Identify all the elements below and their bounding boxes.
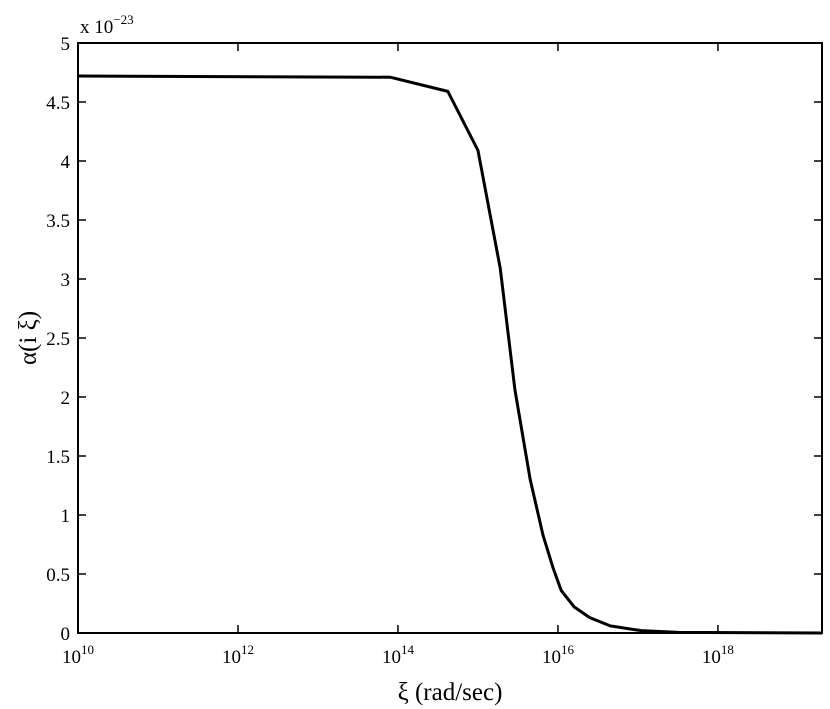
plot-frame: [77, 42, 823, 634]
y-tick-label: 0.5: [46, 565, 70, 586]
x-tick-label: 1010: [62, 642, 94, 668]
x-tick-label: 1018: [702, 642, 734, 668]
x-tick-label: 1014: [382, 642, 415, 668]
y-axis-label: α(i ξ): [15, 311, 42, 365]
y-tick-label: 2: [61, 388, 71, 409]
y-tick-label: 0: [61, 624, 71, 645]
x-axis-label: ξ (rad/sec): [398, 679, 503, 706]
y-multiplier: x 10−23: [80, 12, 134, 38]
data-line: [77, 74, 823, 635]
y-tick-label: 1: [61, 506, 71, 527]
y-tick-label: 5: [61, 34, 71, 55]
y-tick-label: 2.5: [46, 329, 70, 350]
y-tick-label: 3: [61, 270, 71, 291]
y-tick-label: 3.5: [46, 211, 70, 232]
y-tick-label: 4: [61, 152, 71, 173]
y-tick-label: 1.5: [46, 447, 70, 468]
x-tick-label: 1016: [542, 642, 575, 668]
y-tick-label: 4.5: [46, 93, 70, 114]
x-tick-label: 1012: [222, 642, 254, 668]
